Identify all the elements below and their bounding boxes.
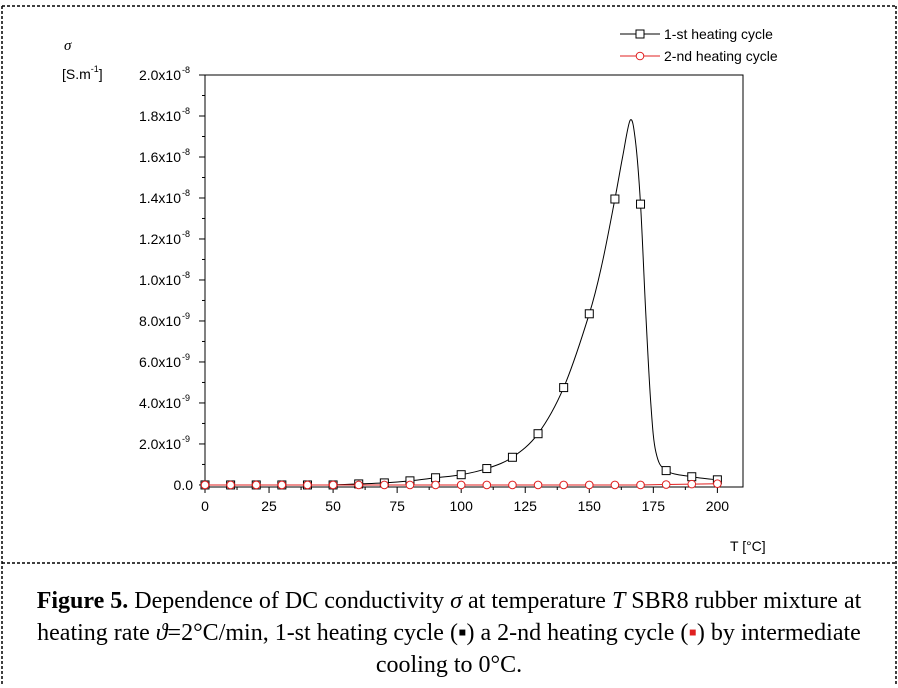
series-1-point bbox=[482, 464, 492, 474]
x-tick-label: 125 bbox=[514, 498, 538, 514]
series-2-point bbox=[380, 480, 389, 490]
series-2-point bbox=[482, 480, 492, 490]
series-2-point bbox=[328, 480, 338, 490]
y-tick-exponent: -9 bbox=[182, 393, 190, 403]
caption-text-6: ) by intermediate cooling to 0°C. bbox=[375, 620, 861, 678]
caption-theta: ϑ bbox=[155, 620, 168, 646]
x-tick-label: 175 bbox=[642, 498, 666, 514]
series-line-1 bbox=[205, 119, 718, 486]
series-1-point bbox=[431, 473, 441, 483]
caption-text-3: SBR8 rubber mixture at heating rate bbox=[37, 588, 862, 646]
plot-frame bbox=[204, 74, 744, 488]
y-tick-label: 8.0x10 bbox=[139, 313, 181, 329]
series-1-point bbox=[456, 470, 466, 480]
series-1-point bbox=[533, 429, 543, 439]
series-2-point bbox=[354, 480, 364, 490]
series-2-point bbox=[713, 479, 722, 489]
caption-marker-red: ▪ bbox=[688, 620, 697, 646]
x-tick-label: 200 bbox=[706, 498, 730, 514]
series-2-point bbox=[226, 480, 235, 490]
caption-text-2: at temperature bbox=[462, 588, 612, 614]
series-2-point bbox=[508, 480, 517, 490]
y-tick-label: 1.0x10 bbox=[139, 272, 181, 288]
x-tick-label: 0 bbox=[201, 498, 209, 514]
series-2-point bbox=[251, 480, 261, 490]
series-1-point bbox=[507, 452, 517, 462]
y-axis-symbol: σ bbox=[64, 38, 72, 54]
y-tick-exponent: -9 bbox=[182, 434, 190, 444]
series-1-point bbox=[687, 472, 697, 482]
series-2-point bbox=[456, 480, 466, 490]
y-tick-exponent: -8 bbox=[182, 229, 190, 239]
series-2-point bbox=[431, 480, 440, 490]
y-tick-label: 6.0x10 bbox=[139, 354, 181, 370]
series-2-point bbox=[533, 480, 543, 490]
y-axis-label: σ [S.m-1] bbox=[62, 38, 103, 82]
legend-marker-circle bbox=[635, 51, 645, 61]
series-2-point bbox=[405, 480, 415, 490]
caption-text-4: =2°C/min, 1-st heating cycle ( bbox=[167, 620, 458, 646]
series-1-point bbox=[661, 466, 671, 476]
x-tick-label: 150 bbox=[578, 498, 602, 514]
series-2-point bbox=[559, 480, 568, 490]
y-tick-exponent: -8 bbox=[182, 188, 190, 198]
series-1-point bbox=[610, 194, 620, 204]
x-tick-label: 25 bbox=[261, 498, 277, 514]
caption-marker-black: ▪ bbox=[457, 620, 467, 646]
x-axis-label: T [°C] bbox=[730, 538, 766, 554]
x-tick-label: 75 bbox=[389, 498, 405, 514]
y-tick-label: 1.6x10 bbox=[139, 149, 181, 165]
series-1-point bbox=[584, 309, 594, 319]
caption-sigma: σ bbox=[450, 588, 463, 614]
caption-text-1: Dependence of DC conductivity bbox=[128, 588, 451, 614]
y-tick-label: 0.0 bbox=[174, 477, 194, 493]
caption-t-symbol: T bbox=[611, 588, 626, 614]
series-1-point bbox=[636, 199, 646, 209]
y-tick-exponent: -8 bbox=[182, 106, 190, 116]
y-tick-exponent: -8 bbox=[182, 270, 190, 280]
x-tick-label: 100 bbox=[450, 498, 474, 514]
figure-caption: Figure 5. Dependence of DC conductivity … bbox=[30, 585, 868, 681]
series-2-point bbox=[636, 480, 645, 490]
series-2-point bbox=[687, 479, 697, 489]
legend-label-2: 2-nd heating cycle bbox=[664, 48, 778, 64]
y-tick-label: 1.2x10 bbox=[139, 231, 181, 247]
legend-marker-square bbox=[635, 29, 645, 39]
series-2-point bbox=[610, 480, 620, 490]
y-tick-label: 1.8x10 bbox=[139, 108, 181, 124]
series-1-point bbox=[559, 383, 569, 393]
y-tick-label: 2.0x10 bbox=[139, 67, 181, 83]
y-tick-label: 4.0x10 bbox=[139, 395, 181, 411]
caption-text-5: ) a 2-nd heating cycle ( bbox=[466, 620, 689, 646]
y-tick-exponent: -8 bbox=[182, 147, 190, 157]
series-2-point bbox=[200, 480, 210, 490]
series-2-point bbox=[303, 480, 312, 490]
legend: 1-st heating cycle 2-nd heating cycle bbox=[620, 26, 778, 64]
y-tick-exponent: -9 bbox=[182, 352, 190, 362]
series-layer bbox=[200, 119, 722, 490]
y-tick-exponent: -9 bbox=[182, 311, 190, 321]
legend-label-1: 1-st heating cycle bbox=[664, 26, 773, 42]
caption-label: Figure 5. bbox=[36, 588, 129, 614]
y-tick-label: 1.4x10 bbox=[139, 190, 181, 206]
series-2-point bbox=[584, 480, 594, 490]
series-2-point bbox=[661, 480, 671, 489]
x-tick-label: 50 bbox=[325, 498, 341, 514]
y-tick-label: 2.0x10 bbox=[139, 436, 181, 452]
y-tick-exponent: -8 bbox=[182, 65, 190, 75]
y-axis-unit: [S.m-1] bbox=[62, 64, 103, 82]
series-2-point bbox=[277, 480, 287, 490]
